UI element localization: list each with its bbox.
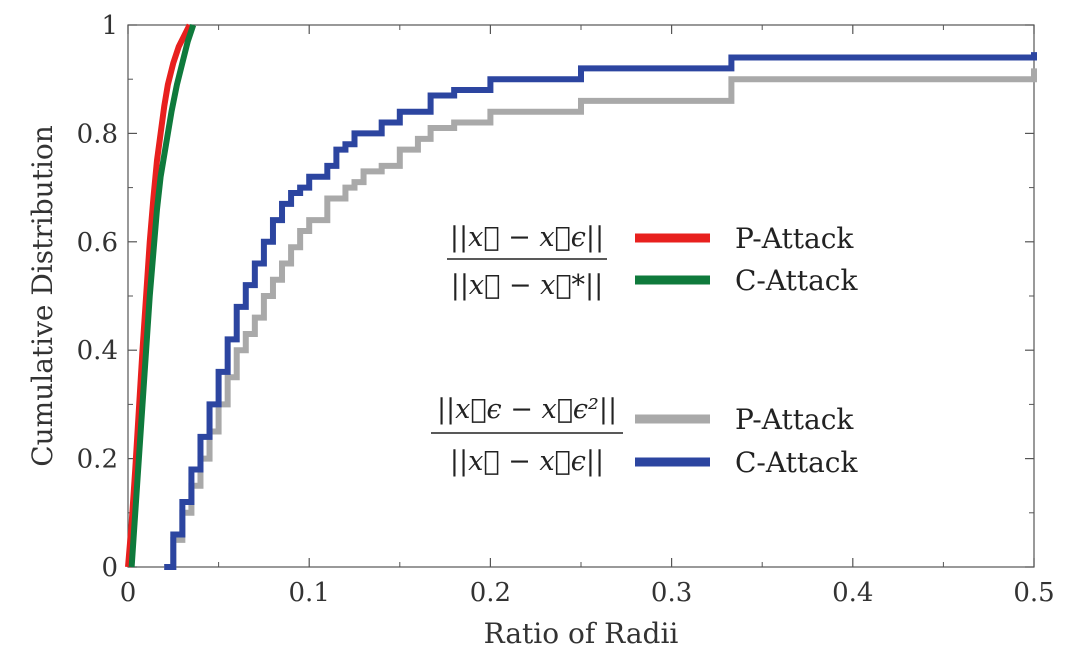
y-tick-label: 0.4	[77, 336, 118, 366]
x-tick-label: 0.3	[651, 578, 692, 608]
series-line	[128, 24, 197, 568]
y-axis-label: Cumulative Distribution	[26, 125, 59, 467]
series-line	[125, 23, 193, 568]
y-tick-label: 0.8	[77, 119, 118, 149]
y-tick-label: 0.2	[77, 445, 118, 475]
legend-formula-numerator: ||x⃗ϵ − x⃗ϵ²||	[437, 394, 617, 425]
legend-label: P-Attack	[735, 222, 854, 255]
series-line	[164, 68, 1037, 570]
x-tick-label: 0.5	[1013, 578, 1054, 608]
x-axis-label: Ratio of Radii	[484, 617, 679, 650]
legend-label: C-Attack	[735, 446, 858, 479]
legend-formula-denominator: ||x⃗ − x⃗*||	[451, 270, 604, 301]
y-tick-label: 1	[101, 11, 118, 41]
x-tick-label: 0.2	[470, 578, 511, 608]
legend-label: C-Attack	[735, 264, 858, 297]
y-tick-label: 0.6	[77, 228, 118, 258]
x-tick-label: 0	[120, 578, 137, 608]
y-tick-label: 0	[101, 553, 118, 583]
x-tick-label: 0.4	[832, 578, 873, 608]
series-line	[164, 52, 1037, 570]
x-tick-label: 0.1	[289, 578, 330, 608]
legend-formula-denominator: ||x⃗ − x⃗ϵ||	[450, 446, 604, 477]
legend-label: P-Attack	[735, 403, 854, 436]
legend-formula-numerator: ||x⃗ − x⃗ϵ||	[450, 222, 604, 253]
